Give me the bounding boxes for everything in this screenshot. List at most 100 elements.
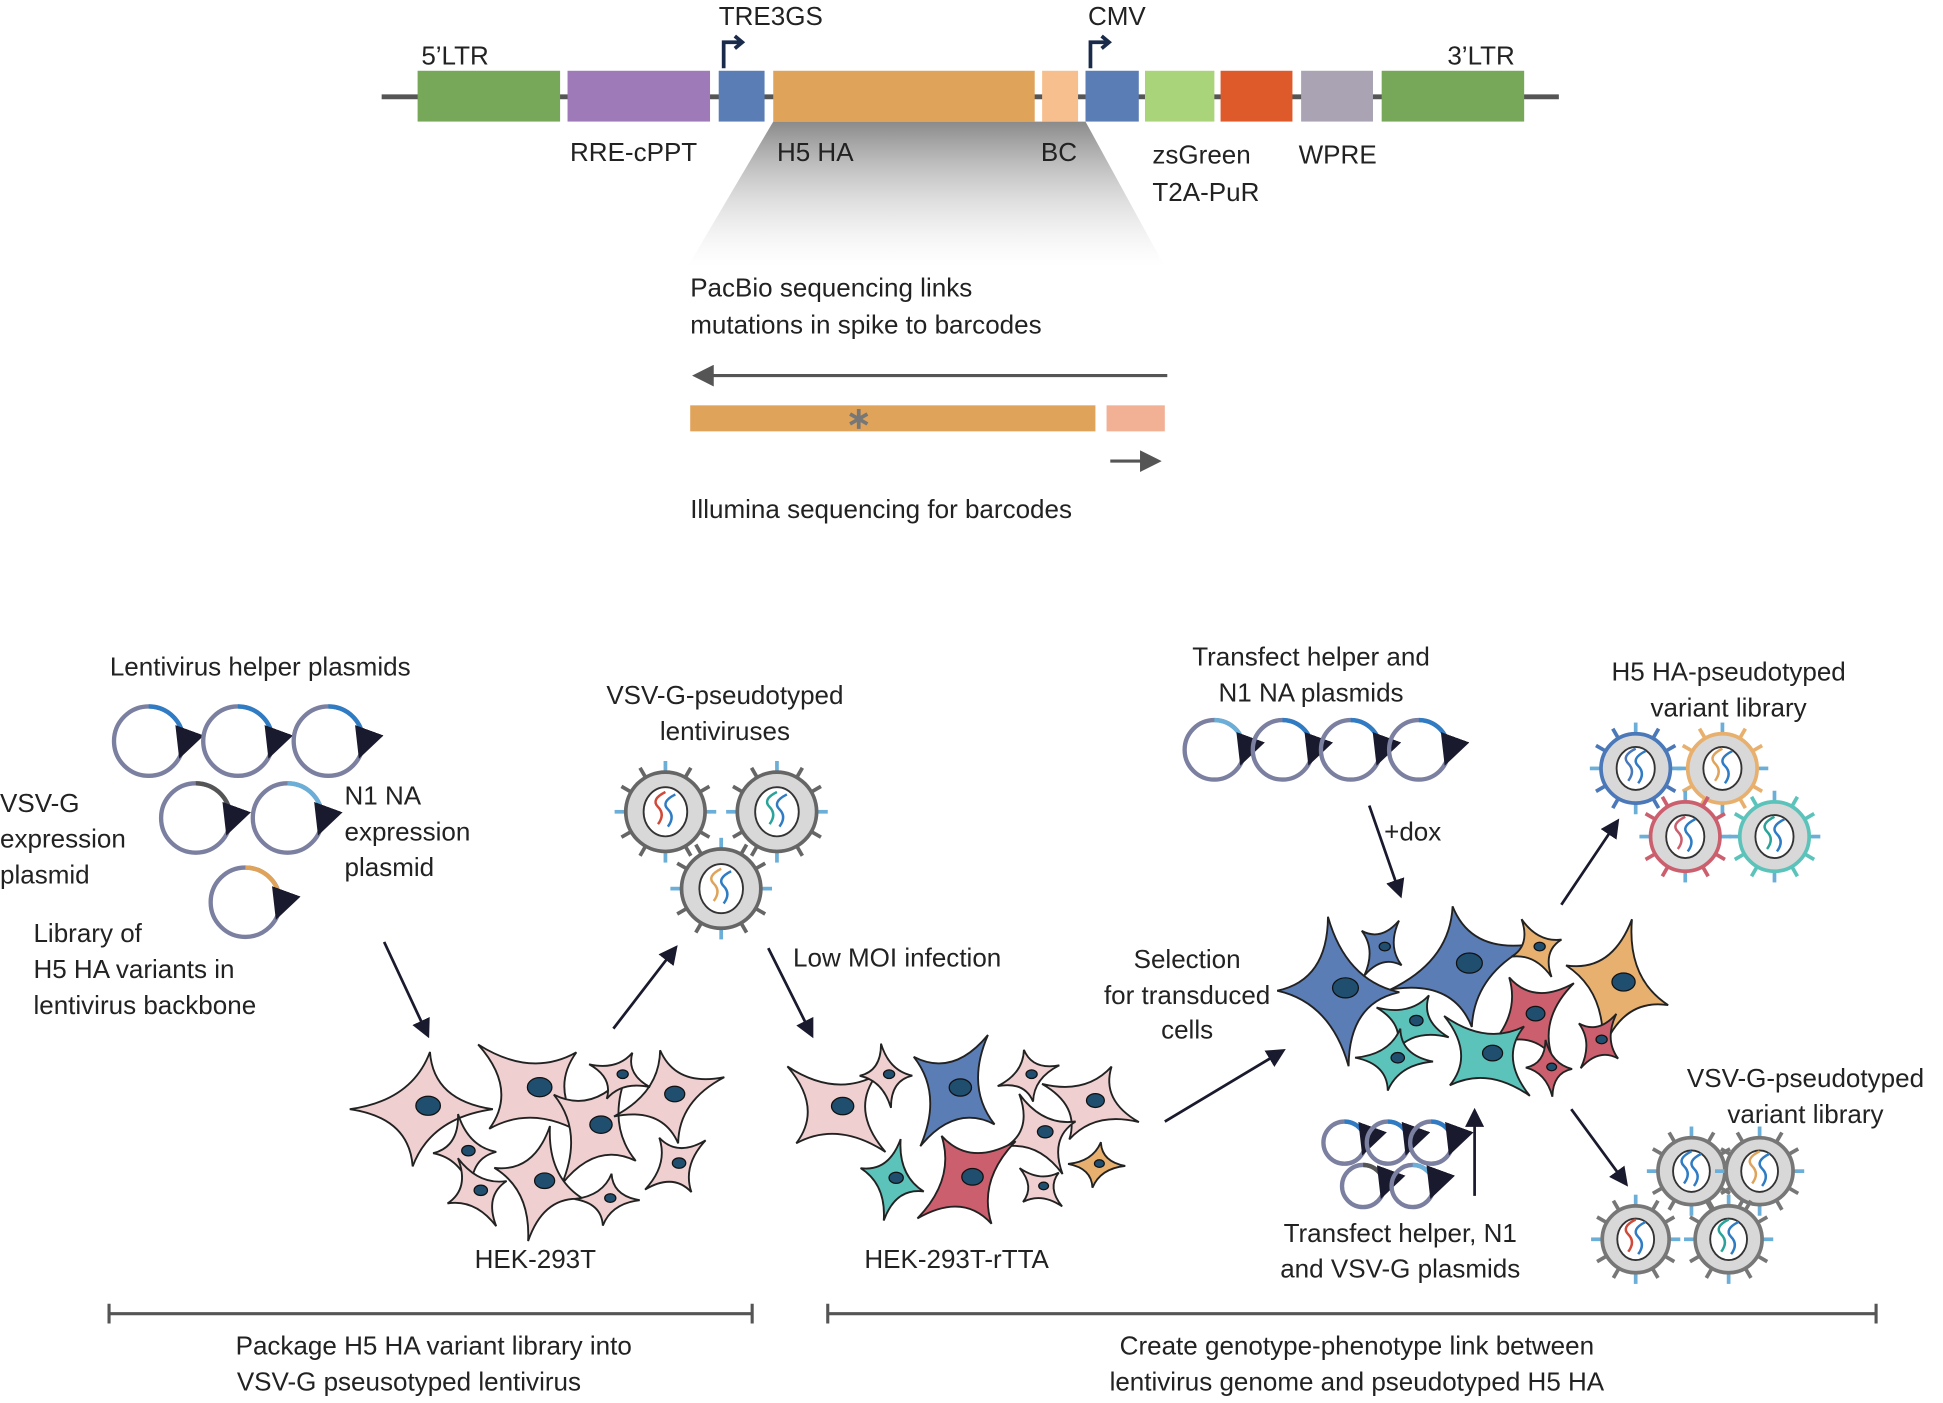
genome (1634, 749, 1647, 785)
spike (810, 830, 822, 839)
nucleus (1546, 1062, 1558, 1072)
genome (1721, 749, 1733, 785)
plasmid-gene (1350, 717, 1402, 766)
label: RRE-cPPT (570, 137, 697, 167)
spike (795, 766, 804, 779)
genome (1684, 818, 1696, 853)
text: lentivirus genome and pseudotyped H5 HA (1110, 1366, 1605, 1396)
nucleus (1085, 1092, 1105, 1109)
genome (1624, 747, 1637, 782)
genome (710, 867, 722, 902)
text: H5 HA-pseudotyped (1611, 656, 1845, 686)
text: +dox (1384, 816, 1441, 846)
nucleus (1595, 1034, 1608, 1045)
arrow (1367, 805, 1405, 899)
bracket (826, 1303, 1878, 1324)
nucleus (1331, 977, 1360, 999)
arrow (767, 947, 814, 1039)
h5ha (773, 70, 1035, 122)
nucleus (1378, 941, 1391, 952)
nucleus (1481, 1044, 1504, 1062)
text: variant library (1651, 692, 1807, 722)
tre3gs (718, 70, 765, 122)
workflow: Lentivirus helper plasmids VSV-G express… (0, 642, 1924, 1284)
genome (654, 790, 666, 825)
genome (1763, 815, 1776, 850)
spike (1756, 1215, 1769, 1225)
capsid (1740, 1149, 1779, 1193)
text: lentiviruses (660, 716, 790, 746)
genome (1717, 1218, 1730, 1253)
nucleus (961, 1167, 984, 1186)
genome (719, 870, 732, 905)
label: WPRE (1299, 140, 1377, 170)
plasmid-gene (287, 781, 343, 836)
bc-read (1106, 405, 1165, 432)
spike (1663, 1254, 1676, 1264)
nucleus (1455, 952, 1483, 974)
bc (1042, 70, 1079, 122)
text: lentivirus backbone (33, 990, 256, 1020)
capsid (754, 786, 800, 838)
nucleus (616, 1069, 629, 1080)
spike (1651, 797, 1661, 810)
plasmid-gene (148, 704, 204, 759)
text: variant library (1727, 1099, 1883, 1129)
spike (1720, 1186, 1732, 1196)
genome (1634, 1220, 1647, 1255)
spike (1790, 795, 1800, 808)
label: TRE3GS (719, 1, 823, 31)
spike (1749, 795, 1759, 808)
mutation (849, 409, 869, 429)
nucleus (671, 1157, 687, 1169)
text: VSV-G (0, 788, 80, 818)
spike (676, 861, 688, 871)
text: plasmid (344, 852, 434, 882)
nucleus (589, 1115, 613, 1134)
label: H5 HA (777, 137, 854, 167)
arrow (1164, 1048, 1286, 1123)
spike (638, 766, 648, 779)
spike (1787, 1186, 1800, 1196)
text: Transfect helper and (1192, 642, 1430, 672)
h5ha-read (690, 405, 1096, 432)
plasmid-gene (328, 704, 384, 759)
text: VSV-G pseusotyped lentivirus (237, 1366, 581, 1396)
text: and VSV-G plasmids (1280, 1254, 1520, 1284)
text: Transfect helper, N1 (1284, 1218, 1517, 1248)
genome (1624, 1218, 1637, 1253)
nucleus (948, 1078, 973, 1097)
text: VSV-G-pseudotyped (1687, 1063, 1924, 1093)
plasmid-gene (245, 865, 301, 920)
timeline: Package H5 HA variant library into VSV-G… (107, 1303, 1878, 1396)
text: plasmid (0, 860, 90, 890)
capsid (642, 786, 689, 838)
nucleus (461, 1144, 476, 1157)
nucleus (1533, 941, 1546, 952)
arrow (382, 941, 430, 1039)
text: Selection (1134, 944, 1241, 974)
genome (664, 793, 676, 828)
nucleus (473, 1184, 489, 1197)
arrow (612, 945, 678, 1030)
genome (1758, 1152, 1771, 1187)
nucleus (526, 1077, 553, 1098)
plasmid-gene (1214, 717, 1265, 766)
genome (1773, 818, 1785, 853)
genome (1680, 1150, 1693, 1185)
text: expression (344, 816, 470, 846)
nucleus (1093, 1159, 1105, 1169)
plasmid-gene (1344, 1119, 1387, 1156)
nucleus (604, 1193, 617, 1204)
label: BC (1041, 137, 1077, 167)
nucleus (664, 1085, 686, 1103)
nucleus (1390, 1051, 1406, 1064)
plasmid-gene (1412, 1162, 1455, 1199)
nucleus (1025, 1069, 1038, 1080)
zoom-fan (687, 121, 1165, 267)
promoter-arrow (721, 34, 746, 69)
text: Low MOI infection (793, 943, 1001, 973)
text: for transduced (1104, 980, 1270, 1010)
plasmid-gene (1418, 717, 1470, 766)
